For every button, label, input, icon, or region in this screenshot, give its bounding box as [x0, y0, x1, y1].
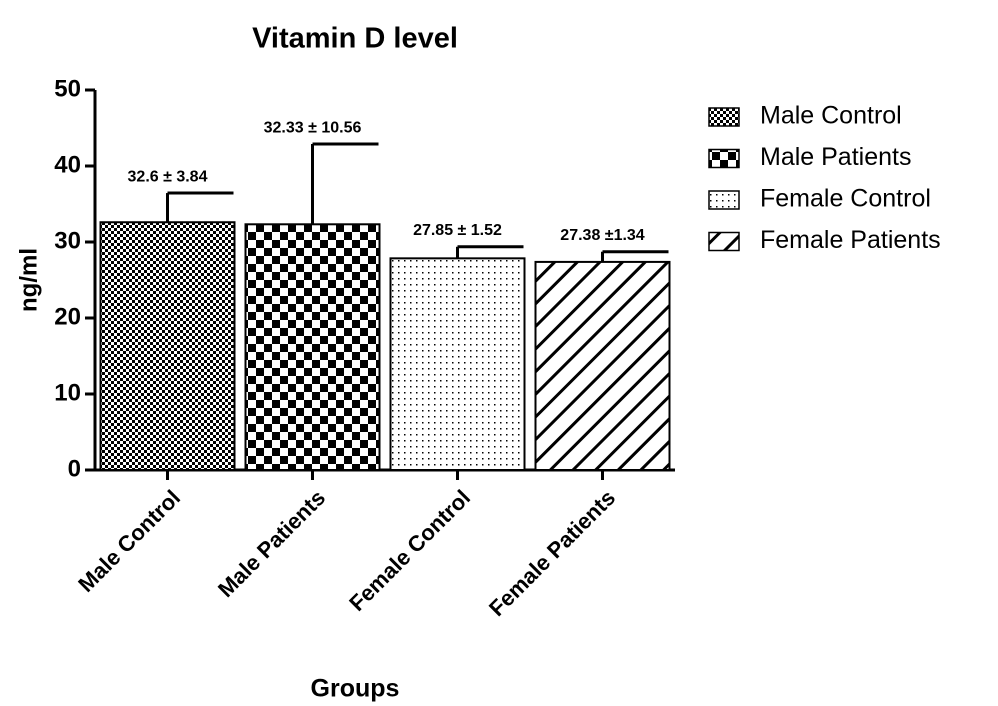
bar	[244, 223, 381, 471]
y-tick-label: 0	[68, 455, 81, 482]
y-tick-label: 50	[54, 75, 81, 102]
value-label: 32.6 ± 3.84	[128, 168, 208, 185]
y-tick-label: 20	[54, 303, 81, 330]
bar	[389, 257, 526, 471]
y-tick-label: 30	[54, 227, 81, 254]
x-tick-label: Male Control	[73, 485, 185, 597]
bar	[534, 260, 671, 471]
legend-swatch	[708, 107, 740, 127]
x-tick-label: Female Control	[344, 485, 475, 616]
chart-title: Vitamin D level	[252, 23, 458, 55]
x-tick-label: Female Patients	[484, 485, 620, 621]
x-axis-title: Groups	[311, 675, 400, 703]
y-axis-title: ng/ml	[15, 248, 42, 312]
y-tick-label: 40	[54, 151, 81, 178]
legend-swatch	[708, 148, 740, 169]
legend-label: Female Control	[760, 185, 931, 213]
x-tick-label: Male Patients	[213, 485, 330, 602]
legend-label: Male Patients	[760, 143, 911, 171]
bar	[99, 221, 236, 471]
value-label: 27.85 ± 1.52	[413, 222, 502, 239]
value-label: 32.33 ± 10.56	[264, 119, 362, 136]
legend-swatch	[708, 190, 740, 210]
legend-label: Female Patients	[760, 226, 941, 254]
value-label: 27.38 ±1.34	[560, 227, 645, 244]
legend-swatch	[708, 231, 740, 252]
y-tick-label: 10	[54, 379, 81, 406]
legend-label: Male Control	[760, 102, 902, 130]
